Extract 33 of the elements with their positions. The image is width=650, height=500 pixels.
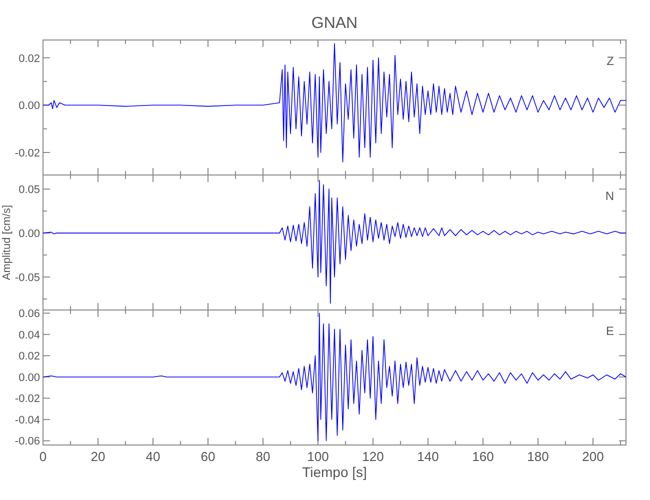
x-axis-title: Tiempo [s] — [302, 464, 367, 480]
y-tick-label: 0.04 — [18, 329, 40, 342]
x-tick-label: 20 — [90, 449, 106, 464]
x-tick-label: 0 — [39, 449, 47, 464]
x-tick-label: 40 — [146, 449, 160, 464]
y-tick-label: 0.00 — [18, 228, 40, 240]
chart-title: GNAN — [311, 15, 358, 32]
x-tick-label: 60 — [200, 449, 216, 464]
x-tick-label: 140 — [417, 449, 439, 464]
x-tick-label: 180 — [527, 449, 549, 464]
x-tick-label: 120 — [362, 449, 384, 464]
annotation: Z — [606, 54, 614, 68]
y-tick-label: 0.05 — [18, 184, 40, 196]
line-series — [42, 43, 626, 162]
y-tick-label: 0.00 — [18, 372, 40, 384]
line-series — [42, 180, 626, 304]
y-tick-label: -0.06 — [14, 436, 40, 448]
y-tick-label: -0.04 — [14, 414, 40, 426]
line-series — [42, 312, 626, 442]
x-tick-label: 100 — [307, 449, 329, 464]
annotation: E — [606, 324, 614, 338]
y-axis-title: Amplitud [cm/s] — [1, 204, 13, 280]
x-tick-label: 160 — [472, 449, 494, 464]
y-tick-label: -0.02 — [14, 148, 40, 160]
y-tick-label: 0.02 — [18, 52, 40, 65]
y-tick-label: 0.06 — [18, 308, 40, 320]
y-tick-label: 0.02 — [18, 350, 40, 363]
x-tick-label: 80 — [256, 449, 270, 464]
y-tick-label: -0.02 — [14, 393, 40, 406]
y-tick-label: -0.05 — [14, 272, 40, 284]
x-tick-label: 200 — [582, 449, 604, 464]
annotation: N — [605, 189, 614, 203]
y-tick-label: 0.00 — [18, 100, 40, 112]
